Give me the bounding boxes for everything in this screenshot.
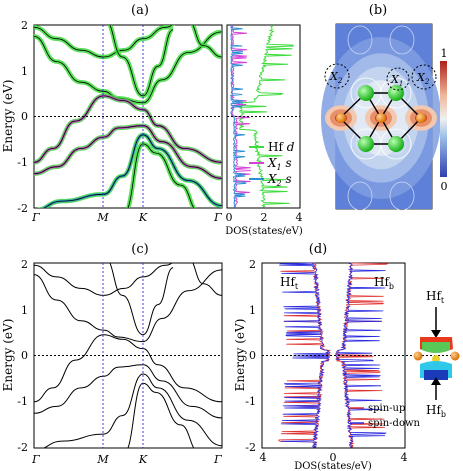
band-line [34, 269, 222, 343]
band-line [109, 263, 174, 336]
band-line [34, 25, 173, 58]
inset-arrowhead-bottom [431, 377, 441, 385]
panel-d-xtick-4-left: 4 [260, 451, 267, 464]
legend-x2-s-label: X2 s [267, 172, 292, 188]
panel-c-bands: 2 1 0 -1 -2 Energy (eV) Γ M K Γ [1, 258, 223, 466]
panel-d-xtick-0: 0 [330, 451, 337, 464]
inset-atom [413, 351, 423, 361]
hf-atom [358, 85, 374, 101]
panel-c-ytick-m1: -1 [17, 395, 28, 408]
panel-label-a: (a) [131, 3, 149, 18]
panel-c-xtick-gamma1: Γ [31, 453, 40, 466]
x-atom [416, 113, 426, 123]
inset-atom [432, 355, 440, 363]
hf-atom [388, 85, 404, 101]
colorbar-min: 0 [441, 180, 448, 193]
density-contour [347, 25, 373, 55]
panel-a-dos-xtick-4: 4 [296, 211, 303, 224]
panel-d-ytick-2: 2 [249, 258, 256, 271]
panel-a-ytick-1: 1 [21, 65, 28, 78]
panel-a-dos-xlabel: DOS(states/eV) [225, 226, 303, 237]
panel-a-legend: Hf d X1 s X2 s [249, 140, 295, 188]
density-contour [389, 181, 415, 211]
band-line [34, 364, 222, 419]
panel-a-dos-xtick-0: 0 [226, 211, 233, 224]
x-atom [376, 113, 386, 123]
panel-a-ytick-2: 2 [21, 19, 28, 32]
panel-a-xtick-M: M [96, 211, 109, 224]
band-line [192, 263, 222, 296]
panel-d-ytick-m1: -1 [245, 395, 256, 408]
panel-c-ytick-0: 0 [21, 349, 28, 362]
inset-atom [450, 351, 460, 361]
panel-a-bands: 2 1 0 -1 -2 Energy (eV) Γ M K Γ [1, 19, 223, 224]
x-atom [336, 113, 346, 123]
panel-a-band-lines [34, 25, 222, 208]
panel-label-b: (b) [369, 3, 387, 18]
legend-spin-down-label: spin-down [368, 418, 421, 429]
panel-c-ytick-m2: -2 [17, 441, 28, 454]
panel-a-xtick-K: K [138, 211, 148, 224]
x2-marker-right [411, 64, 437, 90]
panel-a-ytick-0: 0 [21, 110, 28, 123]
panel-b-charge-density: X2 X1 X2 1 0 [321, 23, 448, 211]
panel-d-legend: spin-up spin-down [350, 403, 421, 429]
panel-d-dos: 2 1 0 -1 -2 Energy (eV) 4 0 4 DOS(states… [233, 258, 455, 471]
panel-a-xtick-gamma1: Γ [31, 211, 40, 224]
density-contour [347, 181, 373, 211]
hf-atom [358, 136, 374, 152]
band-line [34, 263, 173, 296]
panel-a-xtick-gamma2: Γ [213, 211, 222, 224]
density-contour [389, 25, 415, 55]
hf-atom [388, 136, 404, 152]
panel-c-ylabel: Energy (eV) [1, 319, 15, 392]
spin-density-inset: Hft Hfb [413, 289, 460, 419]
panel-c-ytick-1: 1 [21, 304, 28, 317]
inset-label-hfb: Hfb [426, 403, 446, 419]
band-line [34, 334, 222, 403]
panel-d-label-hft: Hft [280, 275, 299, 291]
panel-label-d: (d) [309, 242, 327, 257]
panel-d-xtick-4-right: 4 [401, 451, 408, 464]
legend-x1-s-label: X1 s [267, 156, 292, 172]
band-line [109, 25, 174, 97]
colorbar [440, 61, 447, 177]
panel-d-xlabel: DOS(states/eV) [294, 461, 372, 471]
panel-d-ytick-m2: -2 [245, 441, 256, 454]
x2-marker-left [324, 63, 350, 89]
band-line [43, 134, 222, 208]
inset-top-blob-green [422, 342, 450, 353]
panel-a-dos-xtick-2: 2 [261, 211, 268, 224]
panel-c-xtick-K: K [138, 453, 148, 466]
panel-c-xtick-gamma2: Γ [213, 453, 222, 466]
panel-d-ytick-1: 1 [249, 304, 256, 317]
panel-a-dos: 0 2 4 DOS(states/eV) Hf d X1 s X2 s [225, 24, 303, 237]
panel-d-ytick-0: 0 [249, 349, 256, 362]
inset-label-hft: Hft [426, 289, 445, 305]
panel-c-ytick-2: 2 [21, 258, 28, 271]
band-line [192, 25, 222, 58]
panel-d-label-hfb: Hfb [374, 275, 394, 291]
panel-a-ylabel: Energy (eV) [1, 80, 15, 153]
legend-spin-up-label: spin-up [368, 403, 405, 414]
panel-a-ytick-m1: -1 [17, 156, 28, 169]
x1-marker [386, 67, 410, 91]
colorbar-max: 1 [441, 47, 448, 60]
panel-d-ylabel: Energy (eV) [233, 319, 247, 392]
panel-c-xtick-M: M [96, 453, 109, 466]
band-line [34, 95, 222, 163]
panel-label-c: (c) [131, 242, 148, 257]
band-line [34, 125, 222, 179]
panel-a-ytick-m2: -2 [17, 202, 28, 215]
inset-bottom-blob-dark [424, 370, 448, 380]
legend-hf-d-label: Hf d [268, 140, 295, 154]
band-line [127, 382, 195, 448]
dos-hft-spin-down [279, 262, 331, 448]
panel-c-band-lines [34, 263, 222, 448]
band-line [43, 373, 222, 448]
inset-arrowhead-top [431, 330, 441, 338]
band-line [127, 143, 195, 208]
